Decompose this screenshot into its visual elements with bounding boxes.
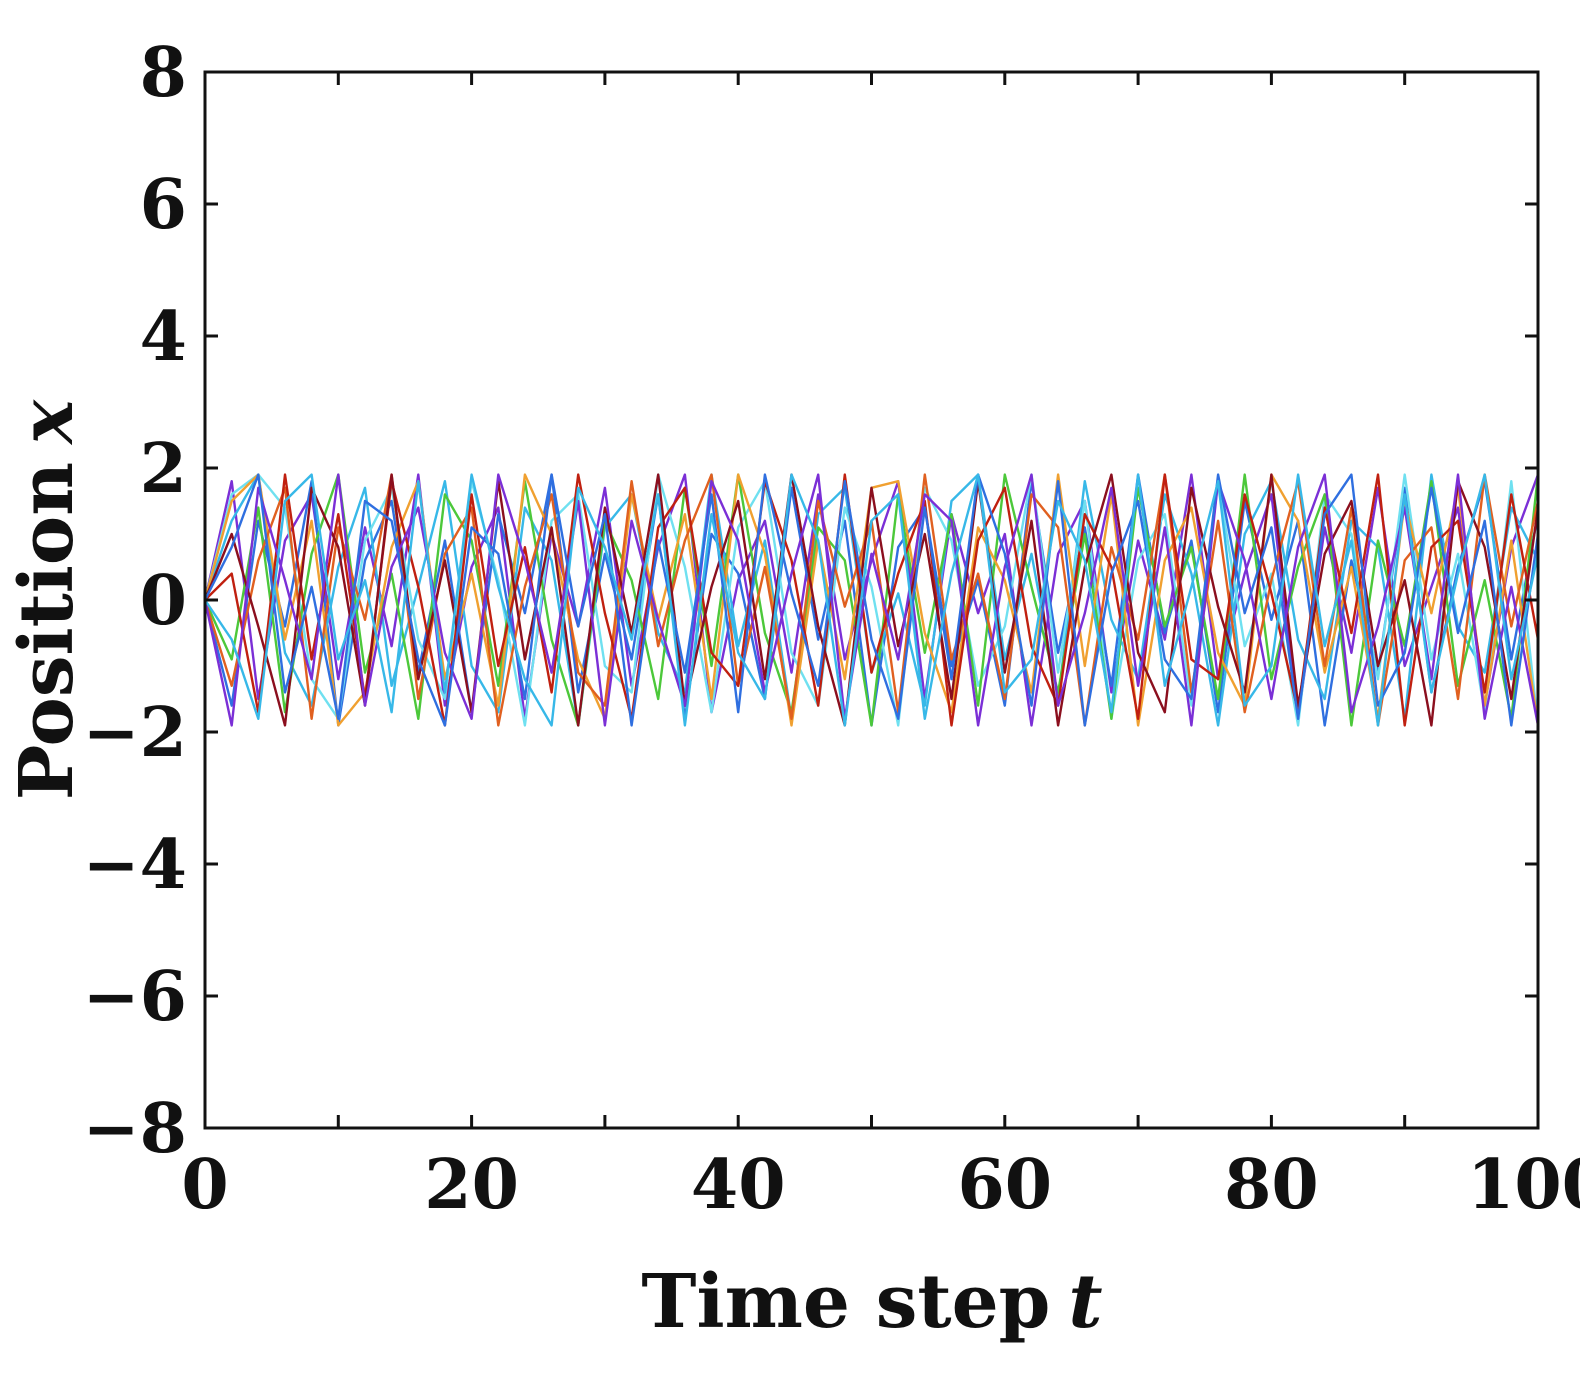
y-tick-label: 4: [140, 297, 187, 377]
y-tick-label: 8: [140, 33, 187, 113]
y-axis-label: Position x: [4, 399, 90, 800]
y-tick-label: −6: [83, 957, 187, 1037]
y-axis-label-text: Position: [4, 462, 90, 800]
x-tick-label: 80: [1224, 1145, 1319, 1225]
tick-layer: 02040608010086420−2−4−6−8: [83, 33, 1580, 1225]
series-line-9: [203, 473, 1540, 727]
y-tick-label: 0: [140, 561, 187, 641]
y-tick-label: 2: [140, 429, 187, 509]
series-layer: [203, 473, 1540, 727]
x-tick-label: 60: [957, 1145, 1052, 1225]
x-axis-label: Time step t: [641, 1259, 1102, 1345]
x-tick-label: 0: [181, 1145, 228, 1225]
series-line-12: [204, 473, 1540, 727]
x-axis-label-var: t: [1068, 1259, 1102, 1345]
y-tick-label: −4: [83, 825, 187, 905]
y-tick-label: −2: [83, 693, 187, 773]
x-axis-label-text: Time step: [641, 1259, 1050, 1345]
y-tick-label: −8: [83, 1089, 187, 1169]
x-tick-label: 100: [1467, 1145, 1580, 1225]
x-tick-label: 20: [424, 1145, 519, 1225]
y-axis-label-var: x: [4, 399, 90, 446]
x-tick-label: 40: [691, 1145, 786, 1225]
y-tick-label: 6: [140, 165, 187, 245]
